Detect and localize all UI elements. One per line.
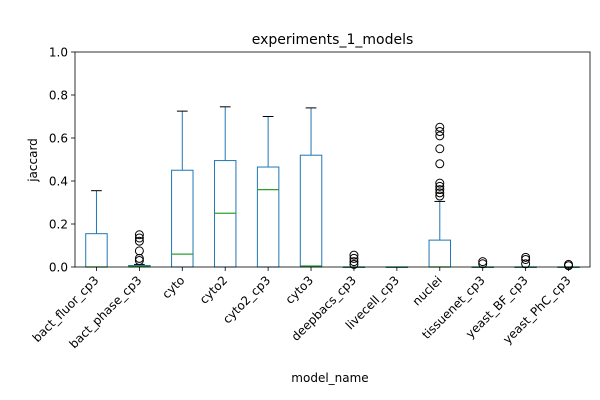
flier-point <box>478 257 488 267</box>
flier-point <box>521 254 531 264</box>
flier-point <box>521 252 531 262</box>
flier-point <box>435 122 445 132</box>
flier-point <box>349 257 359 267</box>
flier-point <box>435 144 445 154</box>
flier-point <box>435 185 445 195</box>
flier-point <box>134 236 144 246</box>
x-axis-label: model_name <box>291 371 368 385</box>
y-tick-label: 0.2 <box>49 218 68 232</box>
y-tick-label: 1.0 <box>49 46 68 60</box>
flier-point <box>435 181 445 191</box>
flier-point <box>435 191 445 201</box>
flier-point <box>134 256 144 266</box>
flier-point <box>435 178 445 188</box>
y-tick-label: 0.6 <box>49 132 68 146</box>
axes-frame <box>74 51 591 268</box>
chart-title: experiments_1_models <box>252 32 414 48</box>
y-tick-label: 0.0 <box>49 261 68 275</box>
flier-point <box>435 127 445 137</box>
flier-point <box>435 159 445 169</box>
flier-point <box>349 250 359 260</box>
flier-point <box>435 131 445 141</box>
y-axis-label: jaccard <box>26 138 40 183</box>
flier-point <box>134 233 144 243</box>
flier-point <box>134 230 144 240</box>
flier-point <box>435 188 445 198</box>
flier-point <box>349 253 359 263</box>
y-tick-label: 0.4 <box>49 175 68 189</box>
y-tick-label: 0.8 <box>49 89 68 103</box>
flier-point <box>134 253 144 263</box>
y-axis: 0.0 0.2 0.4 0.6 0.8 1.0 <box>49 46 75 275</box>
